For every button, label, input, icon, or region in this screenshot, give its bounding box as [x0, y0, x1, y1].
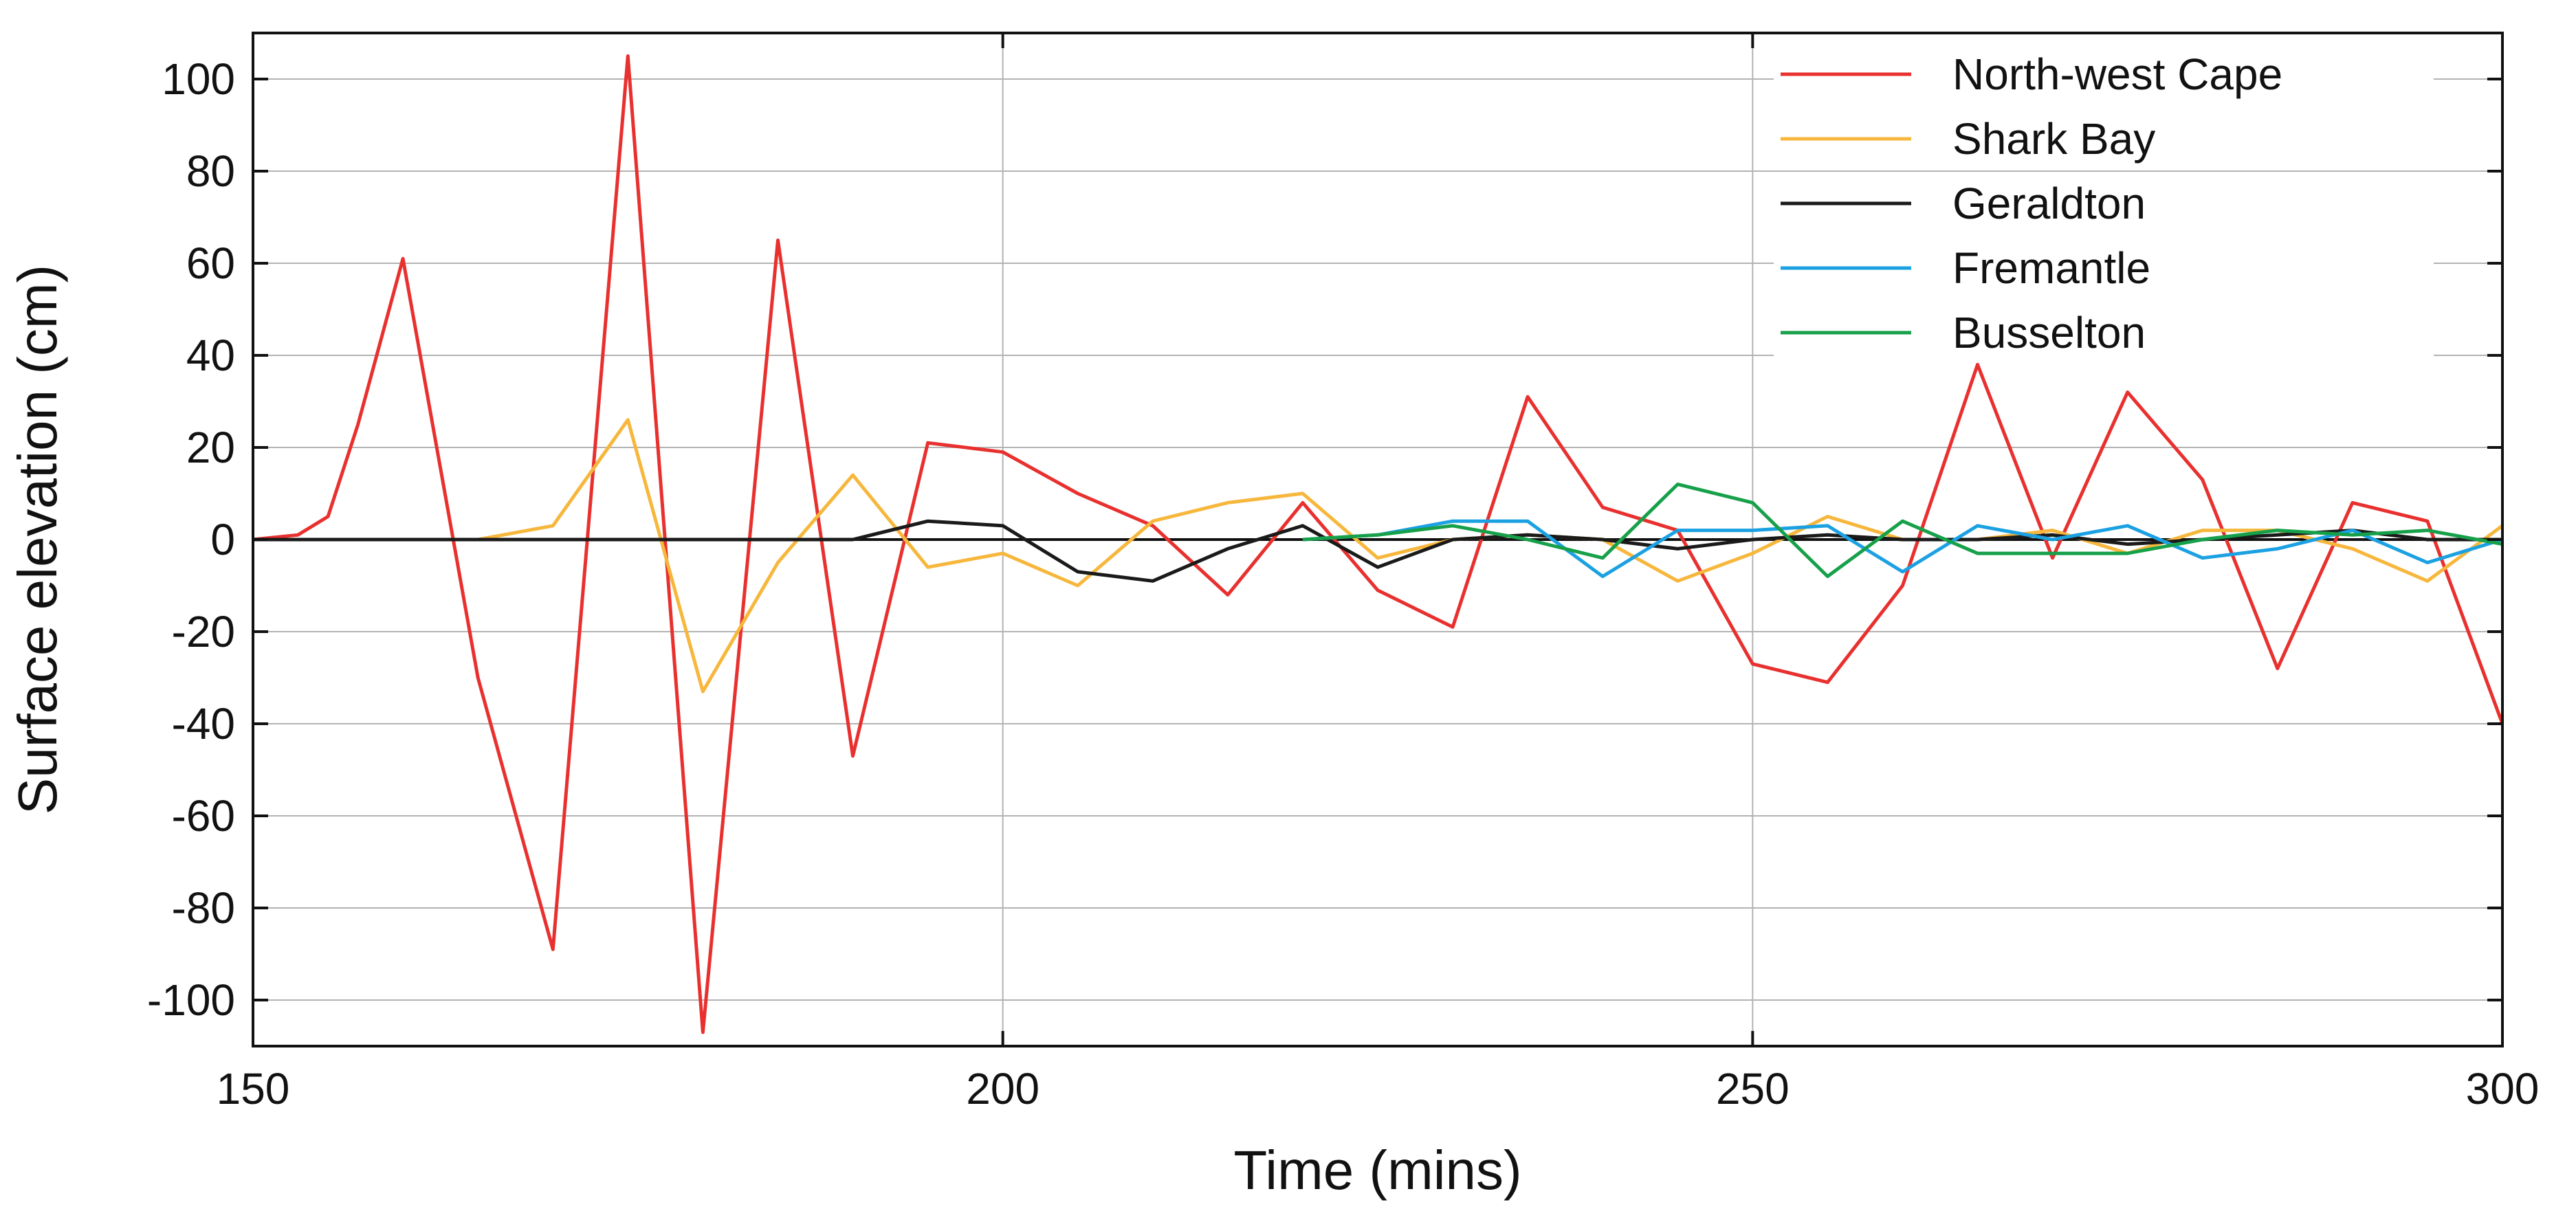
series-group — [252, 54, 2505, 1034]
y-tick-label: 80 — [186, 146, 235, 196]
series-group — [1302, 519, 2503, 579]
y-tick-label: -60 — [172, 791, 236, 841]
y-tick-label: -20 — [172, 607, 236, 656]
series-layer — [252, 54, 2505, 1034]
series-line-north-west-cape — [252, 54, 2505, 1034]
series-line-fremantle — [1302, 519, 2503, 579]
x-tick-label: 150 — [217, 1064, 290, 1113]
series-line-busselton — [1302, 483, 2503, 579]
legend-label: Busselton — [1952, 308, 2146, 357]
y-tick-label: 60 — [186, 239, 235, 288]
y-tick-label: 100 — [162, 54, 235, 104]
y-tick-label: 0 — [210, 515, 235, 564]
y-tick-label: -40 — [172, 699, 236, 748]
y-tick-label: 40 — [186, 331, 235, 380]
legend-label: Fremantle — [1952, 243, 2150, 293]
y-tick-label: -100 — [147, 975, 235, 1025]
y-tick-label: 20 — [186, 423, 235, 472]
legend-label: North-west Cape — [1952, 49, 2282, 99]
series-group — [1302, 483, 2503, 579]
x-tick-label: 200 — [966, 1064, 1039, 1113]
y-tick-label: -80 — [172, 883, 236, 933]
y-axis-title: Surface elevation (cm) — [7, 265, 68, 814]
legend: North-west Cape Shark Bay Geraldton Fremant… — [1774, 47, 2434, 360]
x-tick-label: 300 — [2466, 1064, 2540, 1113]
grid-layer — [253, 33, 2502, 1046]
legend-label: Shark Bay — [1952, 114, 2155, 164]
x-axis-title: Time (mins) — [1233, 1140, 1521, 1201]
x-tick-label: 250 — [1716, 1064, 1790, 1113]
legend-label: Geraldton — [1952, 179, 2146, 228]
